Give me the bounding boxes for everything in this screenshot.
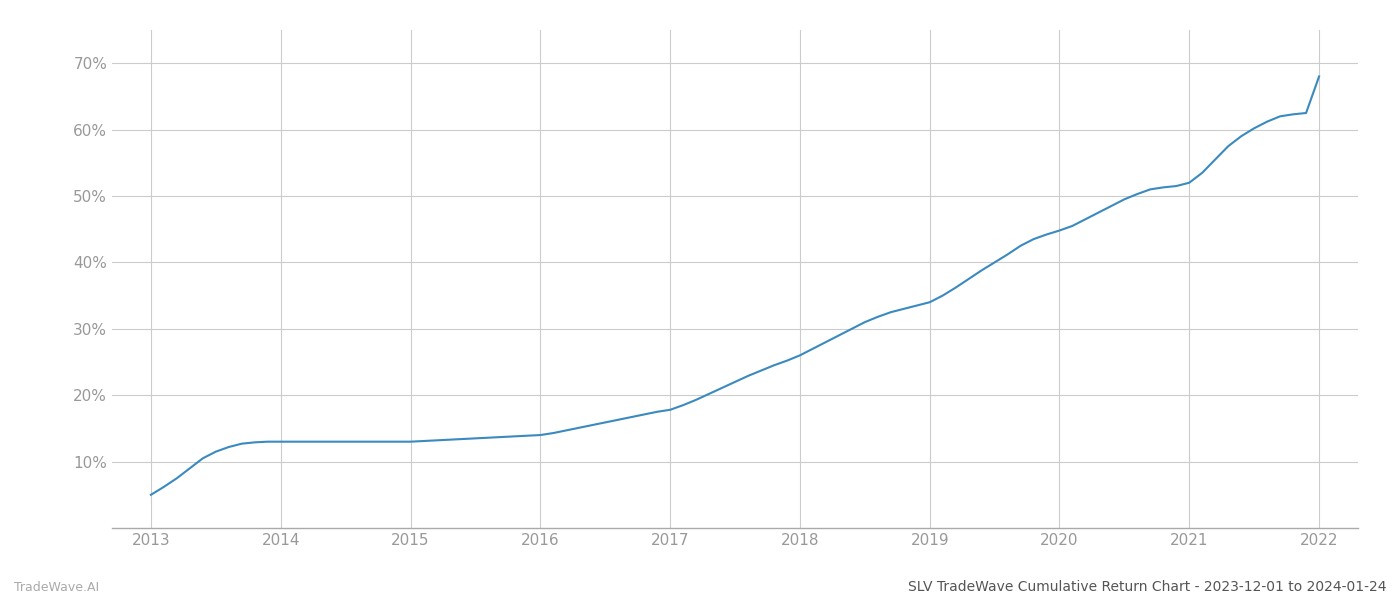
Text: TradeWave.AI: TradeWave.AI — [14, 581, 99, 594]
Text: SLV TradeWave Cumulative Return Chart - 2023-12-01 to 2024-01-24: SLV TradeWave Cumulative Return Chart - … — [907, 580, 1386, 594]
